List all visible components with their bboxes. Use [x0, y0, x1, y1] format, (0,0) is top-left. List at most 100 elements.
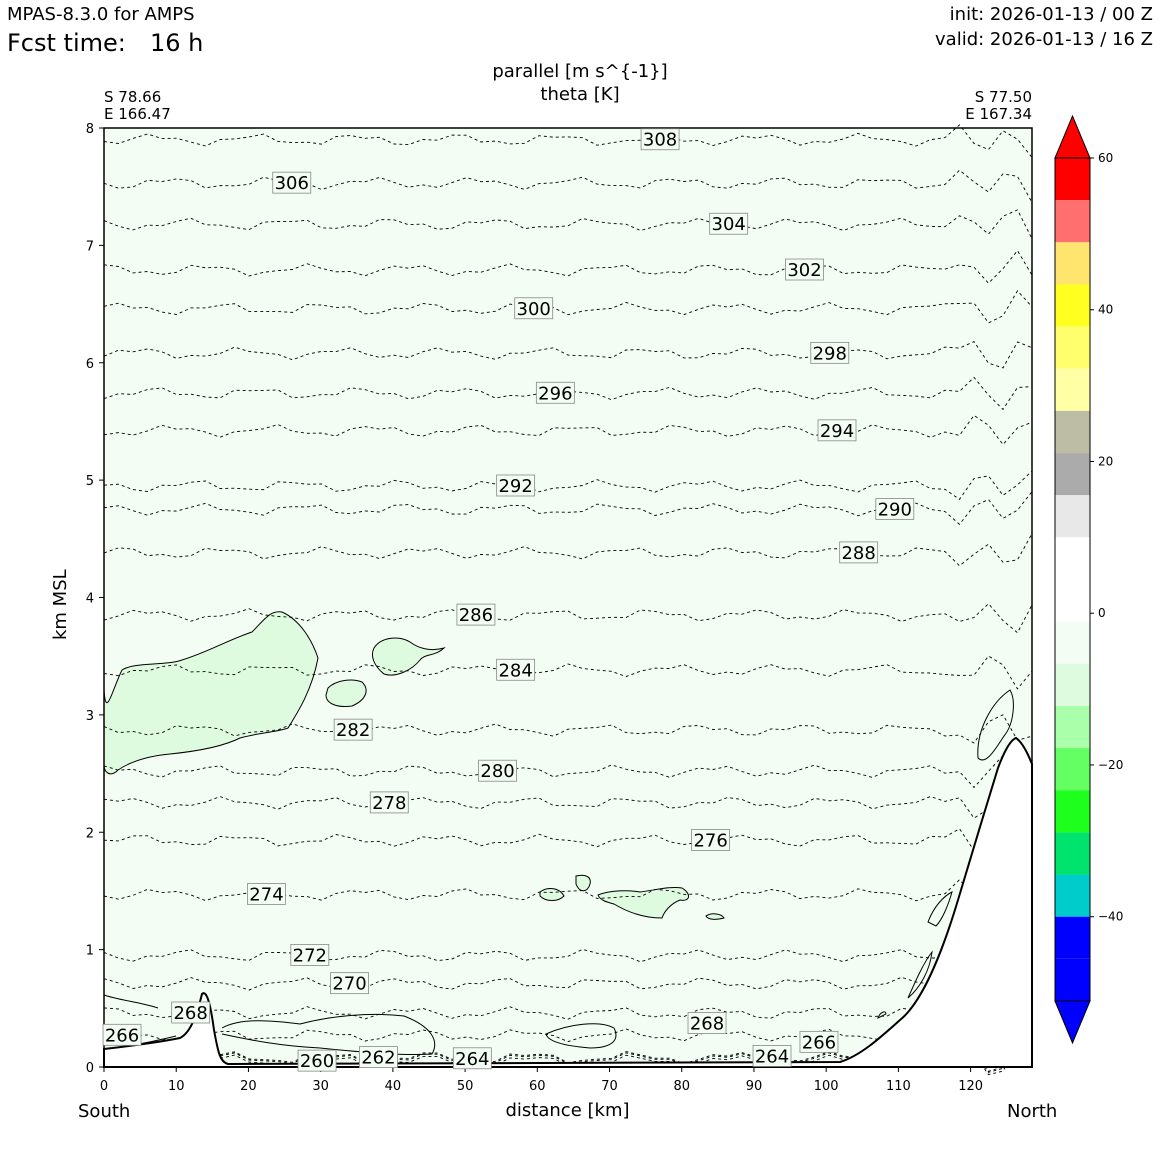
fcst-label: Fcst time:	[7, 29, 126, 57]
left-end-lon: E 166.47	[104, 105, 171, 123]
contour-label-box	[817, 419, 857, 442]
colorbar-segment	[1055, 200, 1090, 243]
theta-line-298	[103, 341, 1033, 369]
colorbar-segment	[1055, 916, 1090, 959]
x-tick-label: 50	[457, 1079, 474, 1094]
x-tick-label: 60	[529, 1079, 546, 1094]
contour-label: 302	[787, 260, 821, 281]
solid-contour-ridge-1	[977, 689, 1014, 761]
plot-background	[104, 128, 1032, 1067]
contour-label: 274	[249, 884, 283, 905]
solid-contour-near-surface-3	[545, 1023, 617, 1049]
colorbar-segment	[1055, 874, 1090, 917]
contour-label: 266	[105, 1025, 139, 1046]
x-tick-label: 0	[100, 1079, 108, 1094]
x-axis-ticks: 0 10 20 30 40 50 60 70 80 90 100 110 120	[100, 1067, 983, 1094]
anomaly-region-small-5	[597, 887, 689, 919]
colorbar-segment	[1055, 663, 1090, 706]
x-tick-label: 80	[673, 1079, 690, 1094]
contour-label-box	[752, 1045, 792, 1067]
south-label: South	[78, 1101, 131, 1122]
colorbar-segment	[1055, 326, 1090, 369]
x-axis-label: distance [km]	[505, 1100, 630, 1121]
colorbar-tick-label: −40	[1098, 910, 1123, 924]
contour-label: 278	[372, 793, 406, 814]
contour-label-box	[290, 944, 330, 966]
y-tick-label: 1	[86, 944, 94, 959]
solid-contour-ridge-2	[927, 891, 953, 927]
contour-label: 288	[841, 543, 875, 564]
contour-label-box	[785, 258, 824, 281]
theta-line-276	[103, 828, 1033, 855]
theta-line-302	[103, 249, 1033, 284]
theta-line-292	[103, 470, 1033, 501]
contour-label-box	[330, 972, 369, 995]
x-tick-label: 20	[240, 1079, 257, 1094]
theta-line-280	[103, 754, 1033, 789]
contour-label-box	[297, 1049, 337, 1072]
theta-line-288	[103, 533, 1033, 567]
theta-line-272	[103, 941, 1033, 972]
contour-label-box	[514, 297, 554, 320]
contour-label-box	[687, 1012, 727, 1034]
contour-label-box	[875, 498, 915, 520]
contour-label: 262	[361, 1048, 395, 1069]
contour-label: 260	[300, 1051, 334, 1072]
x-tick-label: 100	[814, 1079, 839, 1094]
colorbar-segment	[1055, 748, 1090, 791]
right-end-lat: S 77.50	[974, 88, 1032, 106]
colorbar-frame	[1054, 157, 1091, 1002]
y-tick-label: 3	[86, 709, 94, 724]
colorbar-segment	[1055, 537, 1090, 580]
x-tick-label: 10	[168, 1079, 185, 1094]
theta-line-268	[103, 992, 1033, 1028]
valid-time: valid: 2026-01-13 / 16 Z	[935, 29, 1153, 50]
colorbar-over-triangle	[1054, 114, 1091, 159]
contour-label-box	[247, 883, 286, 905]
contour-label: 300	[517, 299, 551, 320]
anomaly-region-small-1	[325, 679, 367, 707]
contour-label: 308	[643, 130, 677, 151]
contour-label: 270	[332, 974, 366, 995]
x-tick-label: 70	[601, 1079, 618, 1094]
model-title: MPAS-8.3.0 for AMPS	[7, 4, 195, 25]
contour-label: 304	[712, 214, 746, 235]
theta-line-306	[103, 169, 1033, 203]
colorbar-tick-label: 0	[1098, 606, 1106, 620]
colorbar-segment	[1055, 958, 1090, 1001]
contour-label: 268	[690, 1014, 724, 1035]
colorbar-segment	[1055, 410, 1090, 454]
colorbar-tick-label: 20	[1098, 454, 1113, 468]
contour-label-box	[333, 718, 373, 741]
y-tick-label: 5	[86, 474, 94, 489]
contour-label: 282	[336, 720, 370, 741]
contour-label: 294	[820, 421, 854, 442]
anomaly-region-small-3	[539, 888, 565, 901]
theta-line-294	[103, 414, 1033, 446]
theta-line-286	[103, 603, 1033, 634]
x-tick-label: 90	[746, 1079, 763, 1094]
contour-label: 296	[538, 383, 572, 404]
colorbar-segment	[1055, 495, 1090, 538]
contour-label-box	[359, 1046, 398, 1069]
y-tick-label: 0	[86, 1061, 94, 1076]
contour-label: 272	[293, 945, 327, 966]
theta-line-270	[103, 965, 1033, 996]
contour-label-box	[640, 128, 680, 151]
colorbar-tick-label: 60	[1098, 151, 1113, 165]
theta-contour-labels: 308 306 304 302 300 298 296 294 292 290 288 286 284 2…	[102, 128, 915, 1072]
contour-label-box	[478, 759, 517, 782]
solid-contour-ridge-4	[877, 1011, 887, 1019]
solid-contour-near-surface-2	[221, 1013, 436, 1056]
contour-label-box	[369, 791, 409, 814]
contour-label-box	[171, 1001, 211, 1024]
contour-label-box	[452, 1047, 492, 1070]
contour-label-box	[102, 1023, 142, 1046]
contour-label-box	[709, 212, 749, 235]
contour-label: 298	[813, 343, 847, 364]
contour-label-box	[810, 341, 850, 364]
contour-label: 306	[275, 173, 309, 194]
contour-label: 284	[498, 660, 532, 681]
theta-line-274	[103, 879, 1033, 914]
